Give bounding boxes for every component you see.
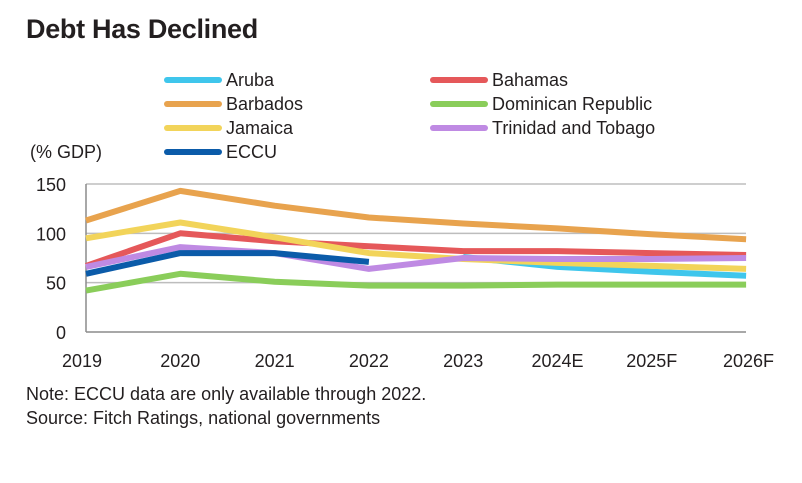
- legend-swatch: [430, 101, 488, 107]
- legend-item-aruba: Aruba: [164, 68, 274, 92]
- series-line-dominican-republic: [85, 270, 747, 294]
- series-line-trinidad-and-tobago: [85, 244, 747, 272]
- x-tick-label: 2019: [62, 351, 102, 371]
- legend-swatch: [164, 77, 222, 83]
- legend-swatch: [164, 101, 222, 107]
- legend-label: Aruba: [226, 69, 275, 90]
- x-tick-label: 2020: [160, 351, 200, 371]
- series-line-jamaica: [85, 219, 747, 272]
- x-tick-label: 2024E: [531, 351, 583, 371]
- legend-label: Dominican Republic: [492, 93, 653, 114]
- legend-item-eccu: ECCU: [164, 140, 277, 164]
- x-tick-label: 2022: [349, 351, 389, 371]
- legend-item-barbados: Barbados: [164, 92, 303, 116]
- legend-label: ECCU: [226, 141, 278, 162]
- y-tick-label: 50: [46, 274, 66, 294]
- x-tick-label: 2021: [255, 351, 295, 371]
- series-line-bahamas: [85, 230, 747, 269]
- y-axis-unit-label: (% GDP): [30, 142, 102, 162]
- y-tick-label: 0: [56, 323, 66, 343]
- legend-item-trinidad-and-tobago: Trinidad and Tobago: [430, 116, 655, 140]
- x-tick-label: 2026F: [723, 351, 774, 371]
- legend-label: Trinidad and Tobago: [492, 117, 656, 138]
- legend-swatch: [430, 77, 488, 83]
- series-line-barbados: [85, 187, 747, 243]
- legend-swatch: [430, 125, 488, 131]
- y-tick-label: 100: [36, 224, 66, 244]
- legend-label: Barbados: [226, 93, 304, 114]
- footnote-note: Note: ECCU data are only available throu…: [26, 384, 427, 404]
- legend-swatch: [164, 149, 222, 155]
- series-line-eccu: [85, 250, 370, 277]
- chart-title: Debt Has Declined: [26, 14, 258, 44]
- legend-label: Bahamas: [492, 69, 569, 90]
- legend-label: Jamaica: [226, 117, 294, 138]
- legend-item-jamaica: Jamaica: [164, 116, 293, 140]
- footnote-source: Source: Fitch Ratings, national governme…: [26, 408, 381, 428]
- legend-swatch: [164, 125, 222, 131]
- legend-item-bahamas: Bahamas: [430, 68, 568, 92]
- x-tick-label: 2025F: [626, 351, 677, 371]
- x-tick-label: 2023: [443, 351, 483, 371]
- legend-item-dominican-republic: Dominican Republic: [430, 92, 652, 116]
- y-tick-label: 150: [36, 175, 66, 195]
